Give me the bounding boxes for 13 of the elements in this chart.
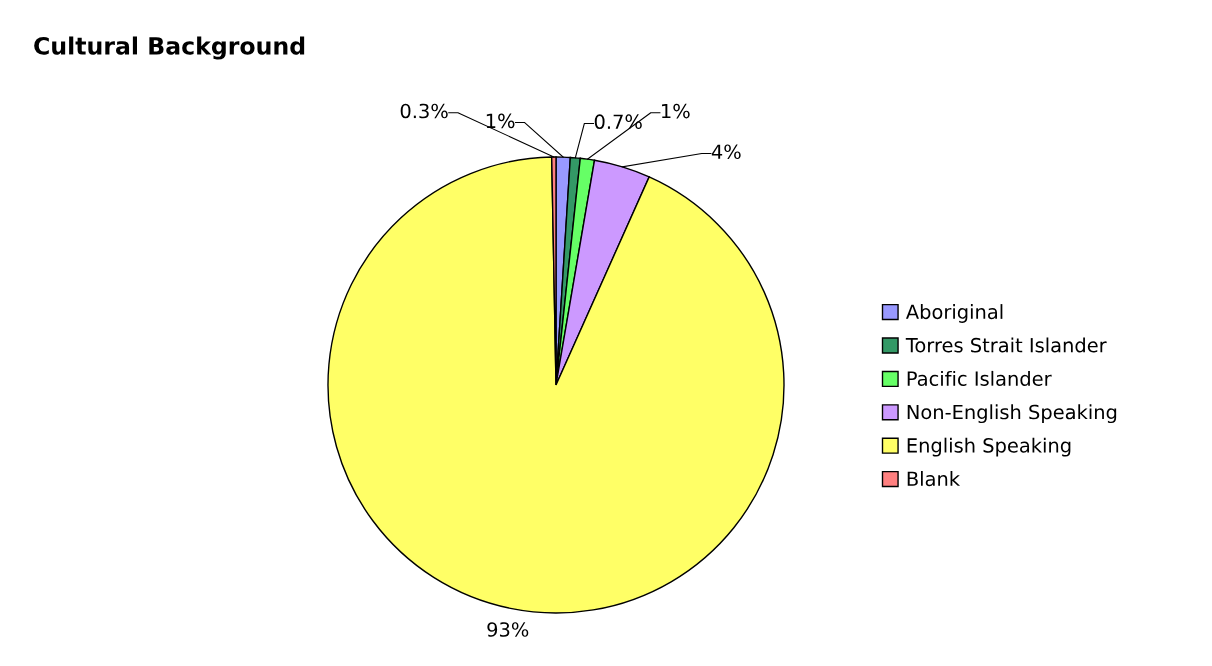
- chart-title: Cultural Background: [34, 36, 305, 60]
- legend-label: Blank: [907, 471, 961, 487]
- data-label: 0.7%: [594, 114, 642, 130]
- data-label: 4%: [711, 144, 741, 160]
- legend-label: Aboriginal: [905, 304, 1003, 323]
- legend-label: Torres Strait Islander: [905, 337, 1107, 353]
- legend-label: English Speaking: [907, 437, 1071, 457]
- legend-label: Pacific Islander: [907, 370, 1052, 386]
- data-label: 0.3%: [400, 103, 448, 119]
- legend-label: Non-English Speaking: [907, 404, 1117, 424]
- data-label: 93%: [487, 622, 529, 637]
- data-label: 1%: [486, 113, 515, 129]
- data-label: 1%: [662, 103, 690, 119]
